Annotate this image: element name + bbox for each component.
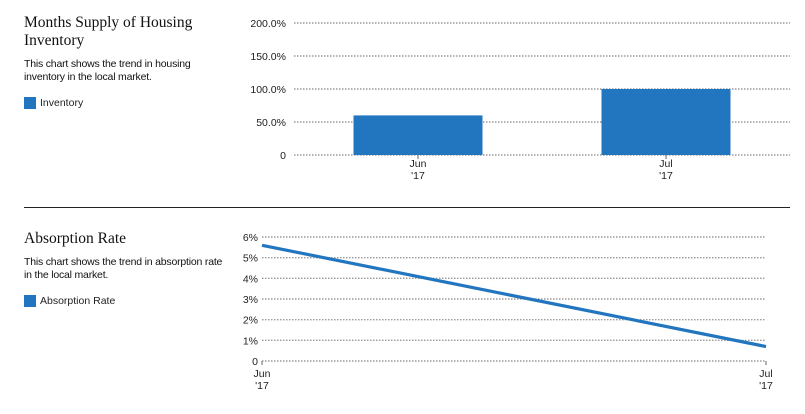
x-tick-label: Jul (759, 368, 772, 380)
y-tick-label: 6% (243, 232, 258, 244)
y-tick-label: 200.0% (250, 18, 286, 30)
absorption-rate-line (261, 243, 767, 349)
y-tick-label: 150.0% (250, 51, 286, 63)
x-tick-label: Jun (254, 368, 271, 380)
bar-jul (601, 89, 731, 155)
x-tick-label-year: '17 (255, 380, 269, 392)
absorption-legend-label: Absorption Rate (40, 295, 116, 307)
absorption-legend-item[interactable]: Absorption Rate (24, 295, 224, 307)
x-tick-label: Jun (410, 158, 427, 170)
y-tick-label: 50.0% (256, 117, 286, 129)
inventory-legend-swatch (24, 97, 36, 109)
y-tick-label: 5% (243, 253, 258, 265)
inventory-legend-item[interactable]: Inventory (24, 97, 224, 109)
inventory-legend-label: Inventory (40, 97, 84, 109)
chart-divider (24, 207, 790, 208)
y-tick-label: 2% (243, 315, 258, 327)
y-tick-label: 0 (280, 150, 286, 162)
y-tick-label: 0 (252, 356, 258, 368)
absorption-chart-title: Absorption Rate (24, 230, 127, 247)
y-tick-label: 4% (243, 273, 258, 285)
x-tick-label-year: '17 (659, 170, 673, 182)
y-tick-label: 100.0% (250, 84, 286, 96)
absorption-chart-sidebar: Absorption Rate This chart shows the tre… (24, 230, 224, 307)
absorption-chart-description: This chart shows the trend in absorption… (24, 256, 223, 281)
absorption-legend-swatch (24, 295, 36, 307)
inventory-chart-sidebar: Months Supply of Housing Inventory This … (24, 14, 224, 109)
inventory-chart-title: Months Supply of Housing Inventory (24, 14, 193, 49)
inventory-chart-description: This chart shows the trend in housing in… (24, 58, 191, 83)
x-tick-label: Jul (659, 158, 672, 170)
x-tick-label-year: '17 (411, 170, 425, 182)
bar-jun (353, 115, 483, 155)
y-tick-label: 1% (243, 335, 258, 347)
y-tick-label: 3% (243, 294, 258, 306)
absorption-chart-panel: Absorption Rate This chart shows the tre… (0, 208, 805, 414)
inventory-chart-panel: Months Supply of Housing Inventory This … (24, 14, 790, 182)
x-tick-label-year: '17 (759, 380, 773, 392)
